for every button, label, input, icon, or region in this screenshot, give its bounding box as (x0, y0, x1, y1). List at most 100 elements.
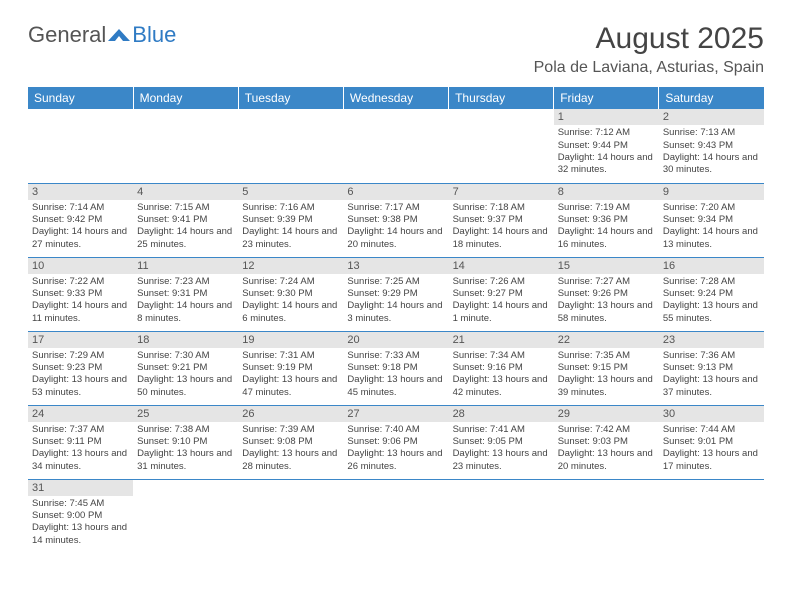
daylight-line: Daylight: 13 hours and 37 minutes. (663, 374, 760, 399)
calendar-row: 10Sunrise: 7:22 AMSunset: 9:33 PMDayligh… (28, 257, 764, 331)
day-number: 26 (238, 406, 343, 422)
daylight-line: Daylight: 14 hours and 18 minutes. (453, 226, 550, 251)
sunset-line: Sunset: 9:38 PM (347, 214, 444, 226)
calendar-cell: 18Sunrise: 7:30 AMSunset: 9:21 PMDayligh… (133, 331, 238, 405)
sunset-line: Sunset: 9:19 PM (242, 362, 339, 374)
sunset-line: Sunset: 9:36 PM (558, 214, 655, 226)
day-number: 18 (133, 332, 238, 348)
sunset-line: Sunset: 9:31 PM (137, 288, 234, 300)
calendar-cell: 17Sunrise: 7:29 AMSunset: 9:23 PMDayligh… (28, 331, 133, 405)
sunrise-line: Sunrise: 7:13 AM (663, 127, 760, 139)
sunset-line: Sunset: 9:03 PM (558, 436, 655, 448)
daylight-line: Daylight: 14 hours and 25 minutes. (137, 226, 234, 251)
day-number: 10 (28, 258, 133, 274)
calendar-cell: 5Sunrise: 7:16 AMSunset: 9:39 PMDaylight… (238, 183, 343, 257)
daylight-line: Daylight: 13 hours and 31 minutes. (137, 448, 234, 473)
sunset-line: Sunset: 9:18 PM (347, 362, 444, 374)
month-title: August 2025 (534, 22, 764, 56)
daylight-line: Daylight: 13 hours and 39 minutes. (558, 374, 655, 399)
day-number: 3 (28, 184, 133, 200)
daylight-line: Daylight: 14 hours and 6 minutes. (242, 300, 339, 325)
calendar-cell: 21 Sunrise: 7:34 AMSunset: 9:16 PMDayligh… (449, 331, 554, 405)
daylight-line: Daylight: 13 hours and 55 minutes. (663, 300, 760, 325)
sunset-line: Sunset: 9:26 PM (558, 288, 655, 300)
day-number: 16 (659, 258, 764, 274)
calendar-cell: 26Sunrise: 7:39 AMSunset: 9:08 PMDayligh… (238, 405, 343, 479)
sunset-line: Sunset: 9:13 PM (663, 362, 760, 374)
location: Pola de Laviana, Asturias, Spain (534, 59, 764, 77)
calendar-cell: 27Sunrise: 7:40 AMSunset: 9:06 PMDayligh… (343, 405, 448, 479)
sunrise-line: Sunrise: 7:19 AM (558, 202, 655, 214)
calendar-row: 17Sunrise: 7:29 AMSunset: 9:23 PMDayligh… (28, 331, 764, 405)
day-number: 5 (238, 184, 343, 200)
sunset-line: Sunset: 9:41 PM (137, 214, 234, 226)
sunrise-line: Sunrise: 7:34 AM (453, 350, 550, 362)
calendar-cell: 22Sunrise: 7:35 AMSunset: 9:15 PMDayligh… (554, 331, 659, 405)
sunset-line: Sunset: 9:39 PM (242, 214, 339, 226)
day-number: 24 (28, 406, 133, 422)
calendar-cell: 30Sunrise: 7:44 AMSunset: 9:01 PMDayligh… (659, 405, 764, 479)
daylight-line: Daylight: 13 hours and 58 minutes. (558, 300, 655, 325)
calendar-cell: 20Sunrise: 7:33 AMSunset: 9:18 PMDayligh… (343, 331, 448, 405)
sunset-line: Sunset: 9:05 PM (453, 436, 550, 448)
day-number: 22 (554, 332, 659, 348)
calendar-cell: 13Sunrise: 7:25 AMSunset: 9:29 PMDayligh… (343, 257, 448, 331)
calendar-cell-empty (554, 479, 659, 553)
calendar-cell: 3Sunrise: 7:14 AMSunset: 9:42 PMDaylight… (28, 183, 133, 257)
sunset-line: Sunset: 9:30 PM (242, 288, 339, 300)
sunrise-line: Sunrise: 7:15 AM (137, 202, 234, 214)
daylight-line: Daylight: 13 hours and 42 minutes. (453, 374, 550, 399)
daylight-line: Daylight: 13 hours and 20 minutes. (558, 448, 655, 473)
calendar-cell-empty (133, 109, 238, 183)
calendar-cell: 7Sunrise: 7:18 AMSunset: 9:37 PMDaylight… (449, 183, 554, 257)
day-number: 21 (449, 332, 554, 348)
daylight-line: Daylight: 14 hours and 16 minutes. (558, 226, 655, 251)
sunset-line: Sunset: 9:33 PM (32, 288, 129, 300)
sunrise-line: Sunrise: 7:42 AM (558, 424, 655, 436)
calendar-cell: 12Sunrise: 7:24 AMSunset: 9:30 PMDayligh… (238, 257, 343, 331)
sunset-line: Sunset: 9:06 PM (347, 436, 444, 448)
day-number: 2 (659, 109, 764, 125)
sunrise-line: Sunrise: 7:31 AM (242, 350, 339, 362)
calendar-cell: 19Sunrise: 7:31 AMSunset: 9:19 PMDayligh… (238, 331, 343, 405)
sunset-line: Sunset: 9:24 PM (663, 288, 760, 300)
day-number: 14 (449, 258, 554, 274)
daylight-line: Daylight: 14 hours and 1 minute. (453, 300, 550, 325)
sunrise-line: Sunrise: 7:37 AM (32, 424, 129, 436)
calendar-row: 1Sunrise: 7:12 AMSunset: 9:44 PMDaylight… (28, 109, 764, 183)
calendar-cell-empty (238, 109, 343, 183)
weekday-header: Tuesday (238, 87, 343, 109)
sunrise-line: Sunrise: 7:29 AM (32, 350, 129, 362)
calendar-cell: 14Sunrise: 7:26 AMSunset: 9:27 PMDayligh… (449, 257, 554, 331)
day-number: 27 (343, 406, 448, 422)
sunrise-line: Sunrise: 7:30 AM (137, 350, 234, 362)
daylight-line: Daylight: 14 hours and 13 minutes. (663, 226, 760, 251)
calendar-cell: 2Sunrise: 7:13 AMSunset: 9:43 PMDaylight… (659, 109, 764, 183)
sunset-line: Sunset: 9:08 PM (242, 436, 339, 448)
calendar-cell: 28Sunrise: 7:41 AMSunset: 9:05 PMDayligh… (449, 405, 554, 479)
calendar-cell: 11Sunrise: 7:23 AMSunset: 9:31 PMDayligh… (133, 257, 238, 331)
daylight-line: Daylight: 13 hours and 17 minutes. (663, 448, 760, 473)
sunrise-line: Sunrise: 7:33 AM (347, 350, 444, 362)
sunrise-line: Sunrise: 7:20 AM (663, 202, 760, 214)
calendar-cell-empty (449, 109, 554, 183)
calendar-cell: 25Sunrise: 7:38 AMSunset: 9:10 PMDayligh… (133, 405, 238, 479)
calendar-cell: 16Sunrise: 7:28 AMSunset: 9:24 PMDayligh… (659, 257, 764, 331)
sunrise-line: Sunrise: 7:16 AM (242, 202, 339, 214)
sunset-line: Sunset: 9:01 PM (663, 436, 760, 448)
calendar-row: 24 Sunrise: 7:37 AMSunset: 9:11 PM Dayligh… (28, 405, 764, 479)
daylight-line: Daylight: 13 hours and 14 minutes. (32, 522, 129, 547)
day-number: 9 (659, 184, 764, 200)
sunset-line: Sunset: 9:11 PM (32, 436, 129, 448)
day-number: 4 (133, 184, 238, 200)
sunrise-line: Sunrise: 7:26 AM (453, 276, 550, 288)
calendar-cell: 23Sunrise: 7:36 AMSunset: 9:13 PMDayligh… (659, 331, 764, 405)
logo-text-a: General (28, 22, 106, 48)
calendar-row: 3Sunrise: 7:14 AMSunset: 9:42 PMDaylight… (28, 183, 764, 257)
calendar-cell: 1Sunrise: 7:12 AMSunset: 9:44 PMDaylight… (554, 109, 659, 183)
sunset-line: Sunset: 9:16 PM (453, 362, 550, 374)
calendar-cell: 24Sunrise: 7:37 AMSunset: 9:11 PMDayligh… (28, 405, 133, 479)
day-number: 20 (343, 332, 448, 348)
calendar-cell-empty (28, 109, 133, 183)
weekday-header: Friday (554, 87, 659, 109)
